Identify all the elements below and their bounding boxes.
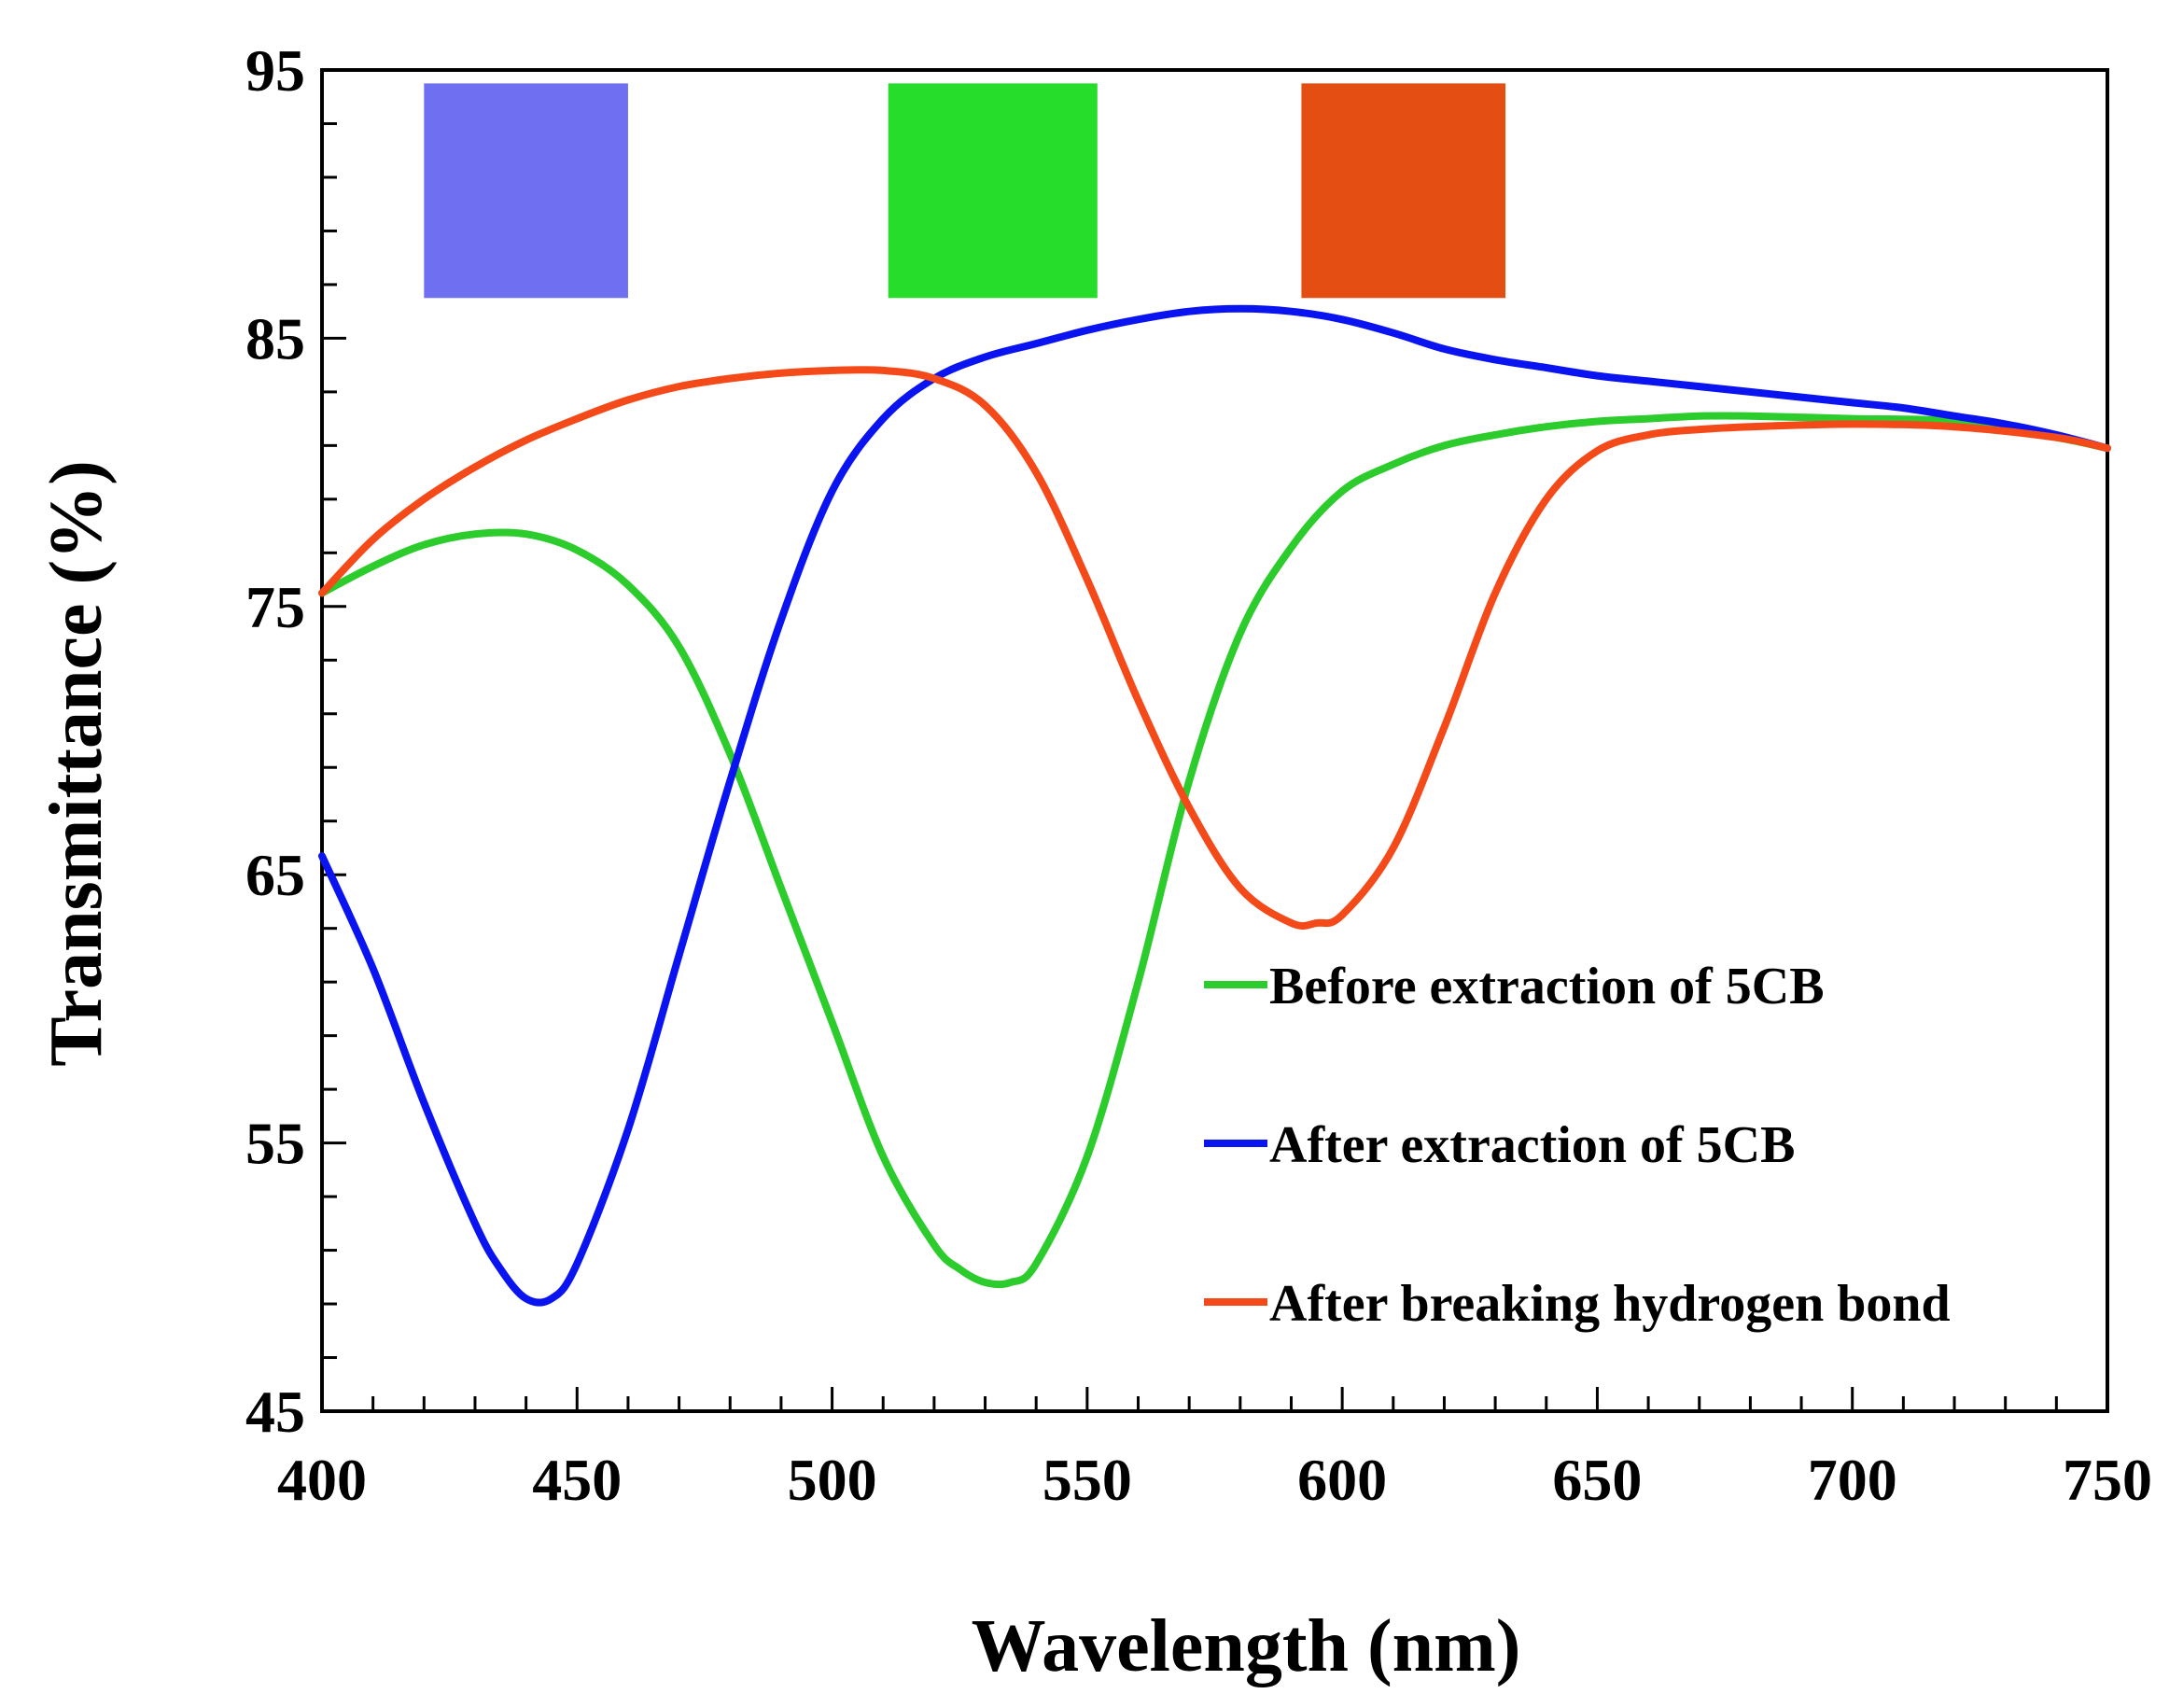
y-tick-label: 95 [245,37,305,104]
legend-label: After breaking hydrogen bond [1269,1275,1951,1333]
y-tick-label: 65 [245,842,305,908]
y-tick-label: 75 [245,574,305,640]
series-line-after-breaking [318,366,2111,931]
x-tick-label: 650 [1552,1447,1642,1513]
series-line-after-extraction [318,304,2111,1307]
x-tick-label: 400 [277,1447,367,1513]
color-swatch-2 [888,83,1098,299]
plot-frame [320,68,2109,1413]
x-tick-label: 450 [532,1447,622,1513]
axes: 400 450 500 550 600 650 700 750 45 55 65 75 85 95 [245,37,2152,1513]
series-line-before-extraction [318,412,2111,1289]
x-tick-label: 700 [1808,1447,1897,1513]
color-swatch-1 [424,83,628,299]
y-tick-label: 45 [245,1379,305,1445]
series-lines [318,304,2111,1307]
y-tick-label: 55 [245,1111,305,1177]
y-tick-label: 85 [245,305,305,371]
x-tick-label: 750 [2063,1447,2152,1513]
legend-label: Before extraction of 5CB [1269,958,1825,1015]
x-axis-title: Wavelength (nm) [972,1605,1521,1687]
color-swatches [424,83,1506,299]
x-tick-label: 500 [788,1447,877,1513]
x-tick-label: 600 [1297,1447,1387,1513]
x-tick-label: 550 [1043,1447,1132,1513]
legend: Before extraction of 5CB After extraction… [1204,958,1951,1333]
legend-label: After extraction of 5CB [1269,1116,1795,1174]
y-axis-title: Transmittance (%) [35,460,118,1067]
color-swatch-3 [1301,83,1506,299]
